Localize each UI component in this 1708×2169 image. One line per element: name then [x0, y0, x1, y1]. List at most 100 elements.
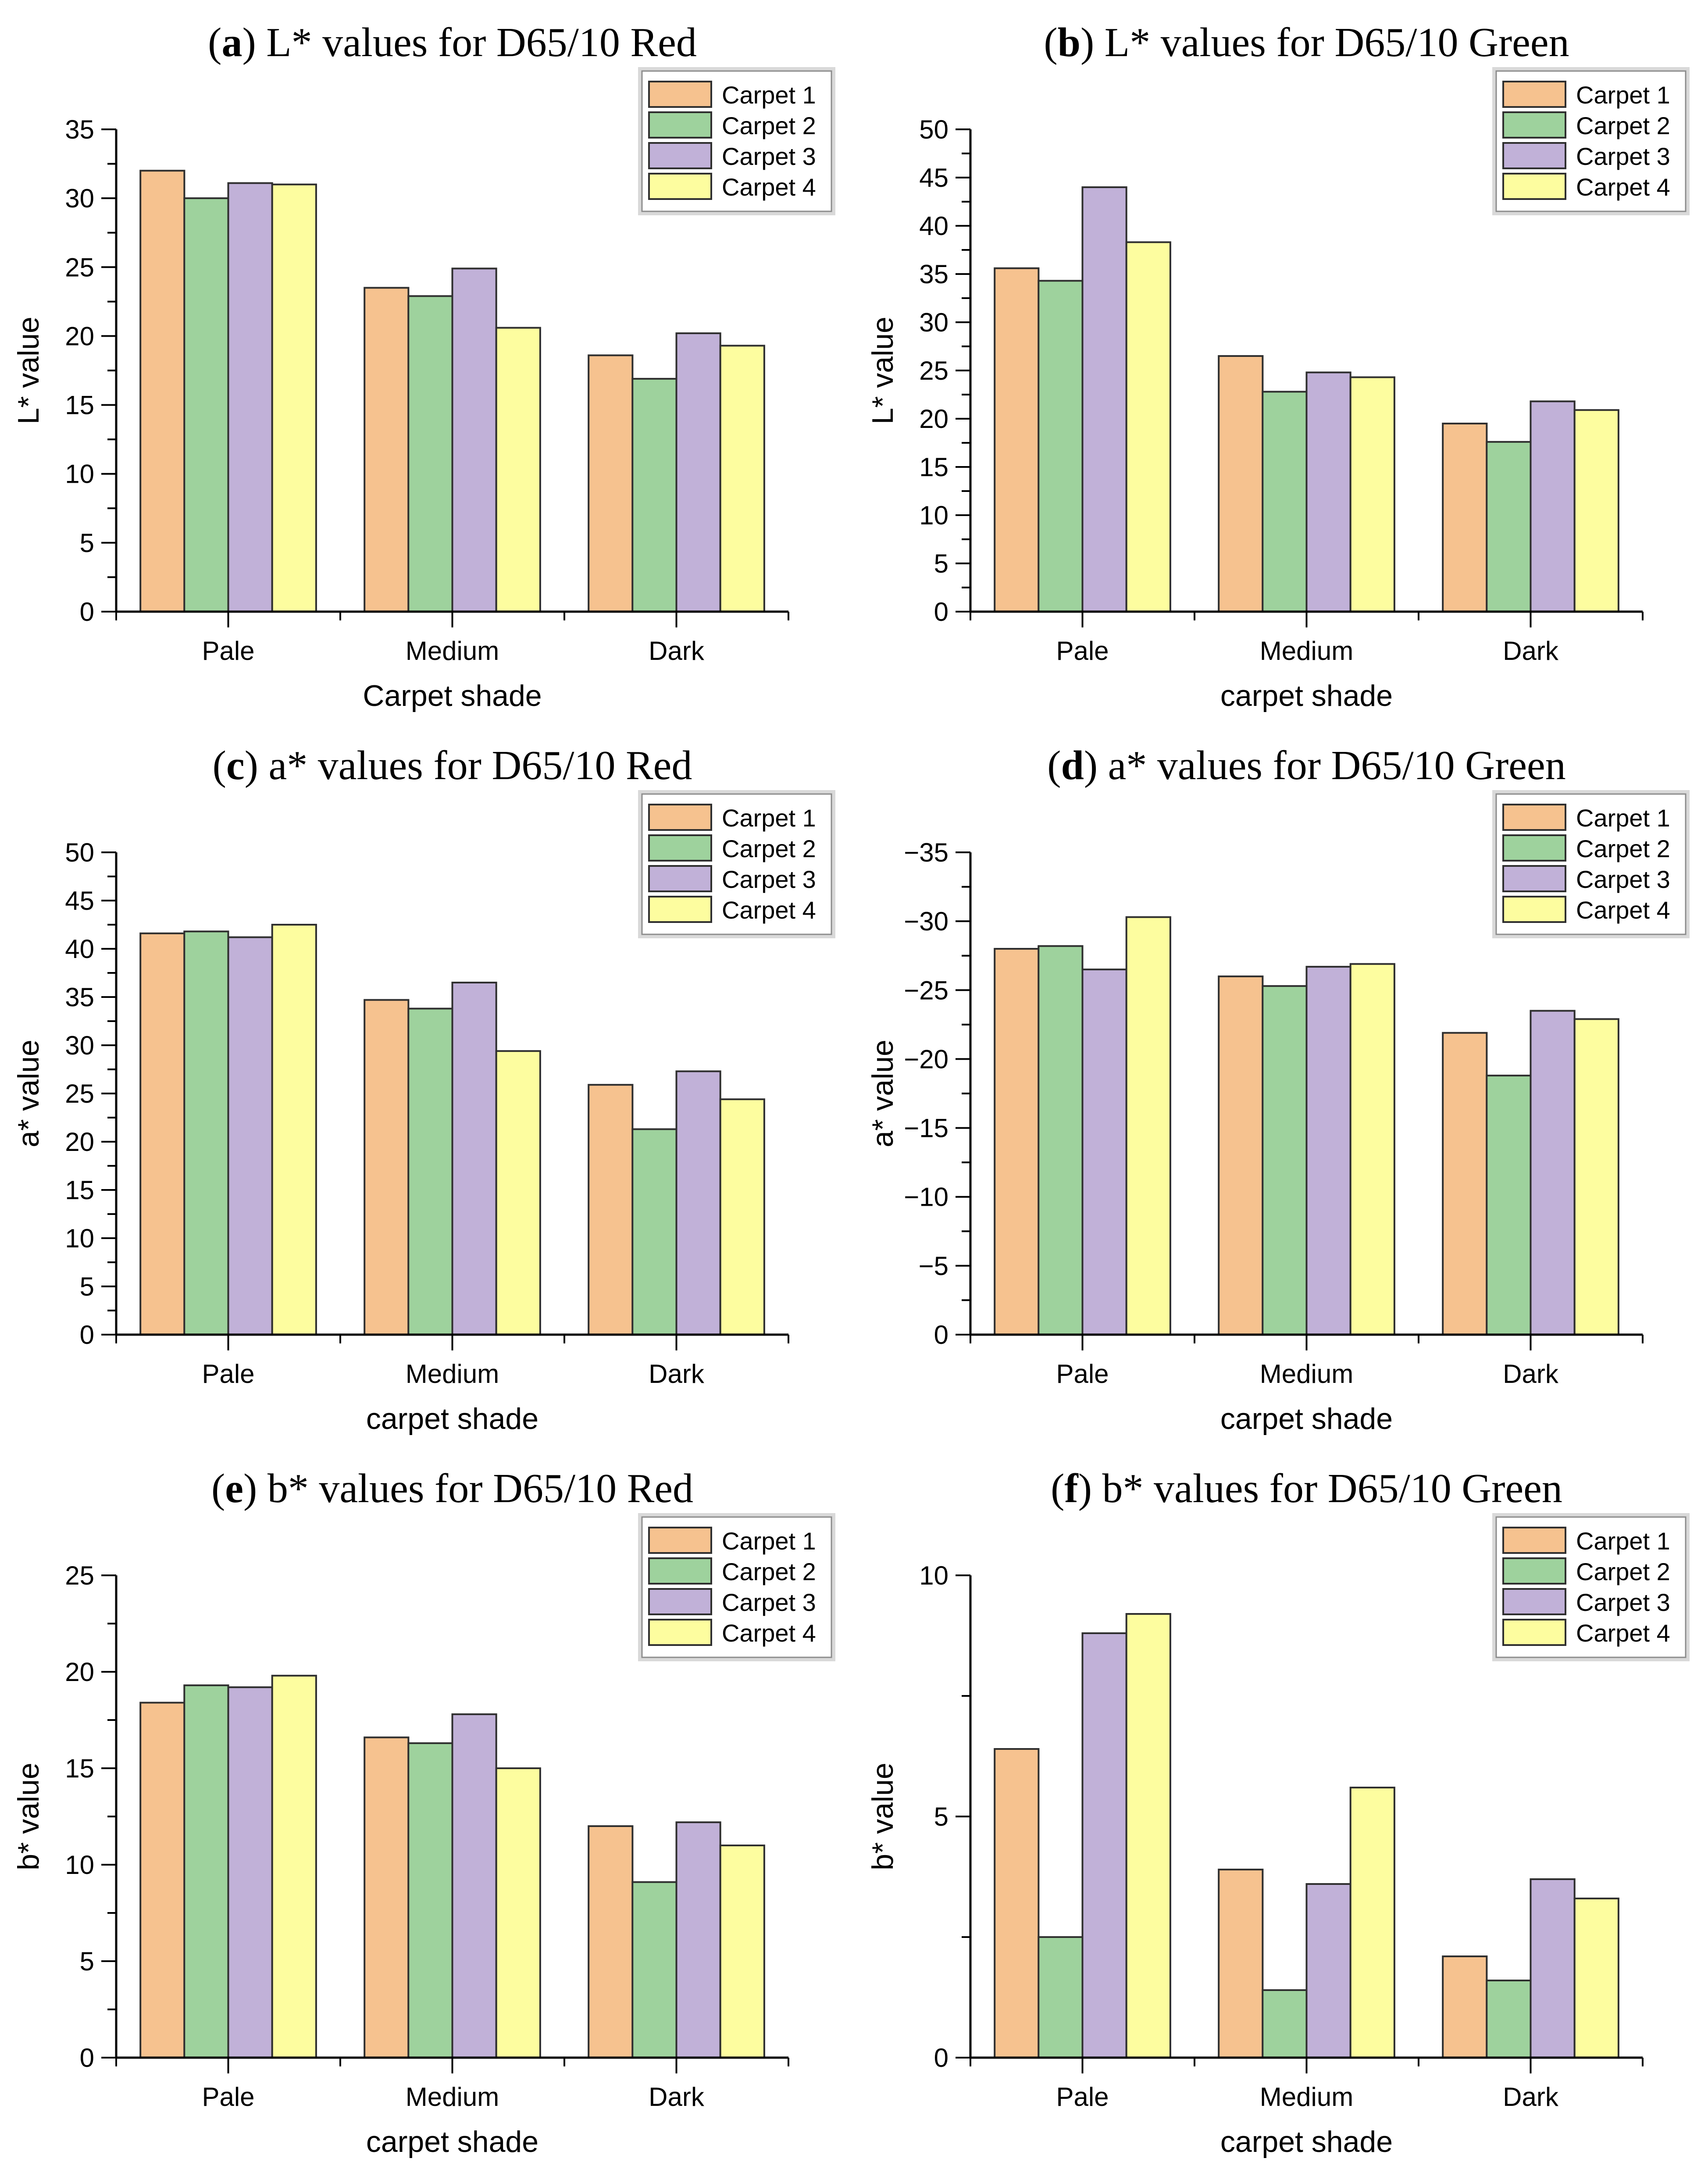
- legend-swatch-1: [1502, 1527, 1566, 1554]
- legend-swatch-1: [648, 804, 712, 831]
- bar-b-carpet-4-pale: [1125, 241, 1171, 613]
- bar-b-carpet-2-medium: [1262, 391, 1308, 613]
- legend-label-4: Carpet 4: [1576, 173, 1670, 201]
- bar-c-carpet-1-pale: [139, 932, 185, 1336]
- bar-a-carpet-2-pale: [183, 197, 229, 613]
- bar-d-carpet-2-dark: [1486, 1075, 1532, 1336]
- y-tick-label: 30: [919, 308, 948, 337]
- bar-b-carpet-1-pale: [994, 267, 1040, 613]
- bar-d-carpet-1-pale: [994, 948, 1040, 1336]
- bar-f-carpet-3-pale: [1081, 1632, 1127, 2059]
- legend-outer-frame: [1492, 790, 1690, 938]
- legend-label-2: Carpet 2: [1576, 112, 1670, 139]
- y-tick-label: 35: [65, 983, 94, 1012]
- panel-d: (d) a* values for D65/10 Green 0 −5 −10 −15 −…: [854, 723, 1708, 1446]
- legend-label-3: Carpet 3: [1576, 142, 1670, 170]
- bar-e-carpet-4-medium: [495, 1767, 541, 2059]
- bar-c-carpet-4-dark: [719, 1098, 765, 1336]
- bar-a-carpet-1-medium: [364, 287, 410, 613]
- bar-b-carpet-2-pale: [1038, 280, 1084, 613]
- bar-b-carpet-1-dark: [1442, 423, 1488, 613]
- legend-label-1: Carpet 1: [1576, 804, 1670, 832]
- bar-e-carpet-1-pale: [139, 1702, 185, 2059]
- bar-e-carpet-2-dark: [631, 1881, 677, 2059]
- category-label-medium: Medium: [406, 1359, 499, 1389]
- legend-swatch-2: [648, 1557, 712, 1585]
- x-axis-title-e: carpet shade: [366, 2125, 538, 2158]
- legend-f: Carpet 1 Carpet 2 Carpet 3 Carpet 4: [1492, 1513, 1690, 1661]
- y-tick-label: 10: [65, 1850, 94, 1880]
- bar-f-carpet-2-pale: [1038, 1936, 1084, 2059]
- bar-c-carpet-3-pale: [227, 936, 273, 1336]
- y-tick-label: −25: [904, 976, 948, 1005]
- category-label-medium: Medium: [406, 636, 499, 666]
- bar-d-carpet-2-pale: [1038, 945, 1084, 1336]
- panel-e: (e) b* values for D65/10 Red 0 5 10 15 20 25 Pa…: [0, 1446, 854, 2169]
- y-tick-label: 45: [919, 163, 948, 192]
- legend-b: Carpet 1 Carpet 2 Carpet 3 Carpet 4: [1492, 67, 1690, 215]
- category-label-pale: Pale: [1056, 1359, 1109, 1389]
- bar-b-carpet-4-medium: [1349, 376, 1395, 613]
- y-tick-label: 10: [65, 1224, 94, 1253]
- legend-swatch-2: [1502, 111, 1566, 139]
- y-tick-label: 15: [919, 452, 948, 482]
- legend-swatch-3: [648, 142, 712, 169]
- legend-swatch-3: [1502, 865, 1566, 892]
- bar-e-carpet-2-pale: [183, 1684, 229, 2059]
- legend-outer-frame: [1492, 1513, 1690, 1661]
- bar-b-carpet-2-dark: [1486, 441, 1532, 613]
- category-label-pale: Pale: [202, 1359, 254, 1389]
- y-tick-label: 50: [919, 115, 948, 144]
- y-tick-label: 20: [65, 1657, 94, 1687]
- legend-label-1: Carpet 1: [1576, 1527, 1670, 1555]
- legend-label-4: Carpet 4: [722, 173, 816, 201]
- bar-f-carpet-4-pale: [1125, 1613, 1171, 2059]
- legend-swatch-2: [648, 111, 712, 139]
- y-tick-label: −30: [904, 907, 948, 936]
- bar-b-carpet-3-pale: [1081, 186, 1127, 613]
- y-tick-label: 15: [65, 1754, 94, 1783]
- bar-e-carpet-4-dark: [719, 1845, 765, 2059]
- y-tick-label: 30: [65, 184, 94, 213]
- y-tick-label: −15: [904, 1114, 948, 1143]
- legend-e: Carpet 1 Carpet 2 Carpet 3 Carpet 4: [638, 1513, 835, 1661]
- bar-e-carpet-1-medium: [364, 1736, 410, 2059]
- legend-label-1: Carpet 1: [1576, 81, 1670, 109]
- legend-swatch-4: [648, 1619, 712, 1646]
- y-tick-label: 5: [80, 528, 94, 558]
- legend-label-1: Carpet 1: [722, 81, 816, 109]
- y-tick-label: 5: [934, 1802, 948, 1831]
- legend-label-4: Carpet 4: [722, 1619, 816, 1647]
- chart-svg-a: (a) L* values for D65/10 Red 0 5 10 15 20 25 30…: [12, 20, 835, 712]
- category-label-dark: Dark: [1503, 636, 1559, 666]
- bar-f-carpet-3-medium: [1305, 1883, 1351, 2059]
- y-axis-title-f: b* value: [866, 1763, 899, 1870]
- y-tick-label: −5: [919, 1251, 948, 1281]
- chart-svg-f: (f) b* values for D65/10 Green 0 5 10 Pale Me…: [866, 1466, 1690, 2158]
- legend-swatch-4: [1502, 173, 1566, 200]
- bar-d-carpet-4-dark: [1573, 1018, 1619, 1336]
- category-label-dark: Dark: [1503, 1359, 1559, 1389]
- panel-title-c: (c) a* values for D65/10 Red: [213, 743, 692, 788]
- chart-svg-d: (d) a* values for D65/10 Green 0 −5 −10 −15 −…: [866, 743, 1690, 1435]
- y-tick-label: 40: [65, 934, 94, 964]
- bar-b-carpet-3-dark: [1530, 400, 1576, 613]
- legend-label-4: Carpet 4: [722, 896, 816, 924]
- bar-a-carpet-4-medium: [495, 327, 541, 613]
- y-tick-label: 35: [919, 260, 948, 289]
- y-tick-label: 35: [65, 115, 94, 144]
- y-axis-title-b: L* value: [866, 317, 899, 424]
- category-label-dark: Dark: [649, 2082, 705, 2112]
- bar-a-carpet-3-pale: [227, 182, 273, 613]
- y-tick-label: 15: [65, 1175, 94, 1205]
- legend-outer-frame: [638, 67, 835, 215]
- bar-f-carpet-1-dark: [1442, 1955, 1488, 2059]
- bar-c-carpet-2-medium: [407, 1008, 453, 1336]
- legend-label-3: Carpet 3: [1576, 1588, 1670, 1616]
- legend-swatch-3: [648, 865, 712, 892]
- panel-title-a: (a) L* values for D65/10 Red: [208, 20, 697, 65]
- category-label-dark: Dark: [1503, 2082, 1559, 2112]
- legend-outer-frame: [1492, 67, 1690, 215]
- bar-d-carpet-4-medium: [1349, 963, 1395, 1336]
- y-tick-label: 25: [65, 1079, 94, 1108]
